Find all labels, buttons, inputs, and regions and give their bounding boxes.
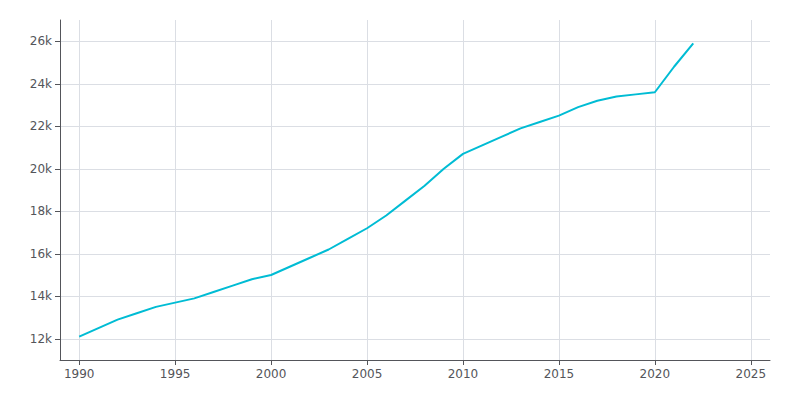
svg-text:1995: 1995	[160, 367, 191, 381]
svg-text:22k: 22k	[30, 119, 52, 133]
svg-text:14k: 14k	[30, 289, 52, 303]
svg-text:2010: 2010	[448, 367, 479, 381]
svg-text:2000: 2000	[256, 367, 287, 381]
svg-text:2005: 2005	[352, 367, 383, 381]
svg-text:24k: 24k	[30, 77, 52, 91]
svg-text:12k: 12k	[30, 332, 52, 346]
svg-text:2025: 2025	[736, 367, 767, 381]
svg-text:1990: 1990	[64, 367, 95, 381]
svg-text:2015: 2015	[544, 367, 575, 381]
svg-text:2020: 2020	[640, 367, 671, 381]
svg-text:18k: 18k	[30, 204, 52, 218]
svg-text:20k: 20k	[30, 162, 52, 176]
svg-text:16k: 16k	[30, 247, 52, 261]
svg-text:26k: 26k	[30, 34, 52, 48]
